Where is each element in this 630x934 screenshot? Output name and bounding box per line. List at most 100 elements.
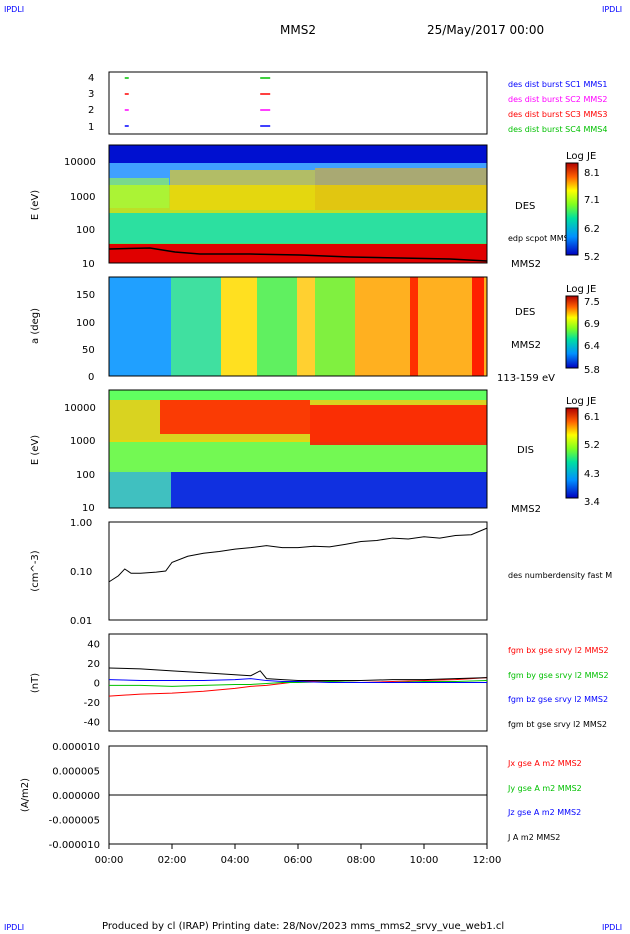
field-ytick-2: 0 [94, 679, 100, 690]
field-legend-bt: fgm bt gse srvy l2 MMS2 [508, 720, 607, 729]
current-legend-j: J A m2 MMS2 [507, 833, 560, 842]
field-ytick-1: -20 [84, 698, 100, 709]
field-line-3 [108, 667, 488, 682]
cbar1-tick-3: 6.2 [584, 224, 600, 235]
panel-burst-frame [108, 71, 488, 135]
density-ytick-1: 1.00 [70, 518, 92, 529]
burst-legend-3: des dist burst SC3 MMS3 [508, 110, 607, 119]
des-energy-label-des: DES [515, 201, 535, 212]
cbar2-tick-2: 6.9 [584, 319, 600, 330]
header-spacecraft: MMS2 [280, 23, 316, 37]
des-pitch-early-2 [171, 277, 221, 376]
cbar1-tick-4: 5.2 [584, 252, 600, 263]
cbar3-tick-4: 3.4 [584, 497, 600, 508]
density-line-0 [108, 527, 488, 583]
dis-energy-peak-late [310, 405, 487, 445]
current-ytick-4: 0.000010 [52, 742, 100, 753]
des-pitch-early [109, 277, 171, 376]
des-energy-low-band [109, 213, 487, 243]
density-ylabel: (cm^-3) [30, 550, 41, 591]
des-energy-ytick-100: 100 [76, 225, 95, 236]
dis-energy-low [109, 470, 171, 508]
des-energy-label-mms2: MMS2 [511, 259, 541, 270]
des-pitch-mid-3 [297, 277, 315, 376]
des-pitch-late-2 [355, 277, 487, 376]
density-frame [108, 521, 488, 621]
des-pitch-late [315, 277, 355, 376]
cbar2-tick-1: 7.5 [584, 297, 600, 308]
current-ytick-0: -0.000010 [49, 840, 100, 851]
time-tick-4: 08:00 [347, 855, 376, 866]
field-line-2 [108, 678, 487, 683]
cbar3 [565, 407, 579, 499]
cbar1-tick-2: 7.1 [584, 195, 600, 206]
des-energy-peak-late [315, 168, 487, 210]
cbar3-tick-3: 4.3 [584, 469, 600, 480]
corner-label-bottom-right: IPDLI [602, 923, 622, 932]
time-tick-5: 10:00 [410, 855, 439, 866]
cbar1-title: Log JE [566, 151, 596, 162]
time-tick-2: 04:00 [221, 855, 250, 866]
cbar2-tick-3: 6.4 [584, 341, 600, 352]
des-pitch-ytick-0: 0 [88, 372, 94, 383]
corner-label-top-right: IPDLI [602, 5, 622, 14]
field-ytick-3: 20 [87, 659, 100, 670]
cbar2 [565, 295, 579, 369]
des-energy-label-scpot: edp scpot MMS2 [508, 234, 574, 243]
burst-legend-4: des dist burst SC4 MMS4 [508, 125, 607, 134]
des-pitch-label-des: DES [515, 307, 535, 318]
dis-energy-label-dis: DIS [517, 445, 534, 456]
des-energy-ytick-10000: 10000 [64, 157, 96, 168]
burst-legend-1: des dist burst SC1 MMS1 [508, 80, 607, 89]
des-energy-frame [108, 144, 488, 264]
burst-legend-2: des dist burst SC2 MMS2 [508, 95, 607, 104]
panel-des-pitch: 150 100 50 0 a (deg) DES MMS2 113-159 eV… [30, 276, 600, 384]
burst-ytick-2: 2 [88, 105, 94, 116]
dis-energy-top [109, 390, 487, 400]
des-energy-peak-early [109, 178, 169, 208]
dis-energy-ylabel: E (eV) [30, 435, 41, 465]
des-energy-ytick-10: 10 [82, 259, 95, 270]
time-tick-3: 06:00 [284, 855, 313, 866]
current-ytick-3: 0.000005 [52, 767, 100, 778]
cbar2-tick-4: 5.8 [584, 365, 600, 376]
time-tick-1: 02:00 [158, 855, 187, 866]
burst-ytick-4: 4 [88, 73, 94, 84]
des-pitch-streak-2 [472, 277, 484, 376]
corner-label-bottom-left: IPDLI [4, 923, 24, 932]
des-pitch-label-energy: 113-159 eV [497, 373, 555, 384]
des-energy-ylabel: E (eV) [30, 190, 41, 220]
density-legend: des numberdensity fast M [508, 571, 612, 580]
des-energy-scpot-line [108, 247, 488, 262]
panel-field: -40 -20 0 20 40 (nT) fgm bx gse srvy l2 MMS2… [30, 633, 609, 732]
field-legend-bz: fgm bz gse srvy l2 MMS2 [508, 695, 608, 704]
des-pitch-streak-1 [410, 277, 418, 376]
density-series [108, 527, 488, 583]
header-datetime: 25/May/2017 00:00 [427, 23, 544, 37]
panel-dis-energy: 10000 1000 100 10 E (eV) DIS MMS2 Log JE… [30, 389, 600, 515]
dis-energy-peak-early [160, 398, 310, 434]
current-legend-jy: Jy gse A m2 MMS2 [507, 784, 582, 793]
cbar3-title: Log JE [566, 396, 596, 407]
des-pitch-label-mms2: MMS2 [511, 340, 541, 351]
des-energy-high-band [109, 145, 487, 163]
field-series [108, 667, 488, 697]
field-legend-by: fgm by gse srvy l2 MMS2 [508, 671, 609, 680]
dis-energy-ytick-1000: 1000 [70, 436, 95, 447]
des-pitch-mid [221, 277, 257, 376]
cbar1 [565, 162, 579, 256]
burst-marks [124, 77, 271, 127]
des-pitch-mid-2 [257, 277, 297, 376]
des-pitch-ytick-150: 150 [76, 290, 95, 301]
panel-density: 1.00 0.10 0.01 (cm^-3) des numberdensity… [30, 518, 612, 627]
field-legend-bx: fgm bx gse srvy l2 MMS2 [508, 646, 609, 655]
current-ylabel: (A/m2) [20, 778, 31, 812]
time-tick-0: 00:00 [95, 855, 124, 866]
time-axis: 00:00 02:00 04:00 06:00 08:00 10:00 12:00 [95, 844, 501, 866]
current-legend-jz: Jz gse A m2 MMS2 [507, 808, 581, 817]
panel-des-energy: 10000 1000 100 10 E (eV) DES edp scpot M… [30, 144, 600, 270]
cbar3-tick-1: 6.1 [584, 412, 600, 423]
panel-burst: 4 3 2 1 des dist burst SC1 MMS1 des dist… [88, 71, 607, 135]
dis-energy-ytick-10000: 10000 [64, 403, 96, 414]
